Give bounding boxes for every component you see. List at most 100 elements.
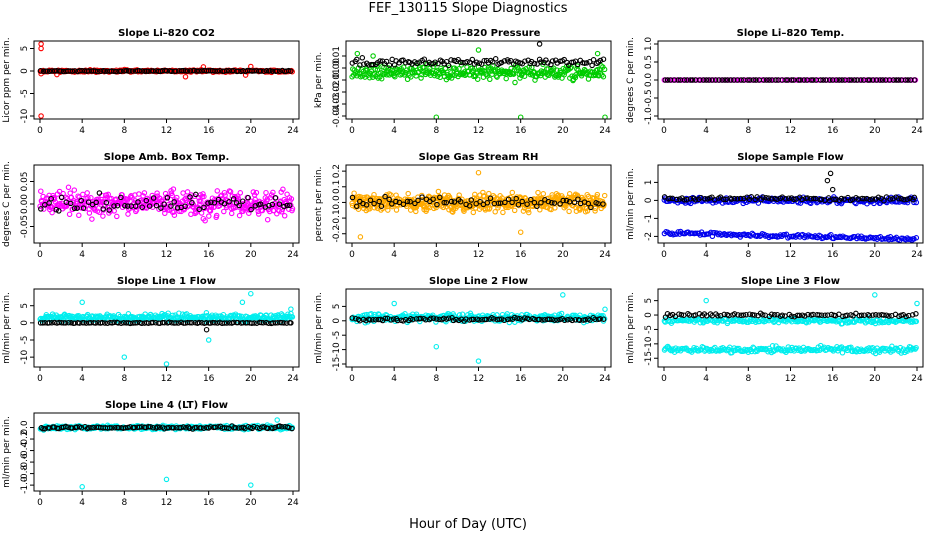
data-point [754,194,760,200]
data-point [445,62,452,69]
data-point [768,311,775,318]
data-point [58,68,64,74]
data-point [719,77,726,83]
data-point [715,313,721,319]
data-point [268,192,275,198]
data-point [483,316,490,323]
y-tick-label: -0.2 [20,430,30,448]
data-point [482,64,488,71]
data-point [389,201,395,207]
data-point [71,205,78,212]
data-point [831,196,837,203]
data-point [173,68,179,74]
data-point [448,198,455,205]
data-point [903,313,909,320]
data-point [115,320,121,326]
data-point [870,312,876,318]
data-point [783,77,789,83]
data-point [270,189,276,196]
outlier-point [163,476,170,483]
data-point [743,311,749,318]
data-point [662,77,669,83]
y-tick-label: 0 [20,68,30,74]
data-point [253,189,260,196]
data-point [884,346,891,352]
x-tick-label: 8 [121,126,127,136]
data-point [681,77,688,83]
data-point [156,424,163,430]
data-point [810,195,817,202]
data-point [251,320,257,326]
data-point [846,77,852,83]
data-point [201,204,207,211]
data-point [272,424,278,431]
y-tick-label: 0.1 [332,180,342,194]
data-point [861,312,868,318]
data-point [734,77,741,83]
data-point [760,194,766,201]
data-point [487,195,494,202]
data-point [101,68,108,74]
data-point [264,425,271,432]
y-tick-label: -5 [332,331,342,340]
data-point [597,57,604,64]
x-tick-label: 16 [827,250,839,260]
data-point [40,68,47,75]
data-point [703,77,710,83]
data-point [367,197,374,204]
panel-title: Slope Line 4 (LT) Flow [105,400,228,411]
data-point [135,199,141,205]
data-point [893,77,899,83]
x-tick-label: 16 [203,498,215,508]
data-point [378,75,385,82]
data-point [528,196,534,203]
data-point [588,204,594,211]
data-point [92,68,99,74]
data-point [697,319,704,326]
data-point [727,77,734,83]
data-point [423,60,429,67]
data-point [748,194,755,200]
data-point [583,60,590,66]
data-point [170,186,177,192]
x-tick-label: 24 [911,126,923,136]
data-point [722,77,728,83]
data-point [517,315,523,322]
data-point [174,205,181,211]
x-tick-label: 24 [599,250,611,260]
data-point [263,189,269,196]
data-point [158,205,164,211]
outlier-point [536,41,543,47]
data-point [712,77,719,83]
data-point [136,191,142,197]
y-tick-label: -0.6 [20,453,30,471]
data-point [393,198,399,205]
outlier-point [38,41,44,47]
data-point [197,201,203,208]
data-point [150,195,157,201]
data-point [862,236,869,242]
data-point [238,425,245,431]
data-point [829,77,836,83]
data-point [392,73,398,80]
data-point [76,212,82,219]
data-point [540,191,547,197]
panel-ylabel: degrees C per min. [626,37,636,123]
data-point [675,77,681,83]
data-point [594,66,601,73]
y-tick-label: 0.00 [20,194,30,214]
data-point [123,67,130,74]
data-point [249,320,255,326]
y-tick-label: 0.0 [332,195,342,210]
data-point [198,198,204,205]
data-point [716,77,722,83]
x-tick-label: 0 [349,126,355,136]
data-point [909,312,916,318]
data-point [127,68,133,74]
data-point [251,68,257,74]
x-tick-label: 16 [515,126,527,136]
panel-ylabel: Licor ppm per min. [2,37,12,122]
data-point [255,211,262,217]
data-point [873,312,879,318]
